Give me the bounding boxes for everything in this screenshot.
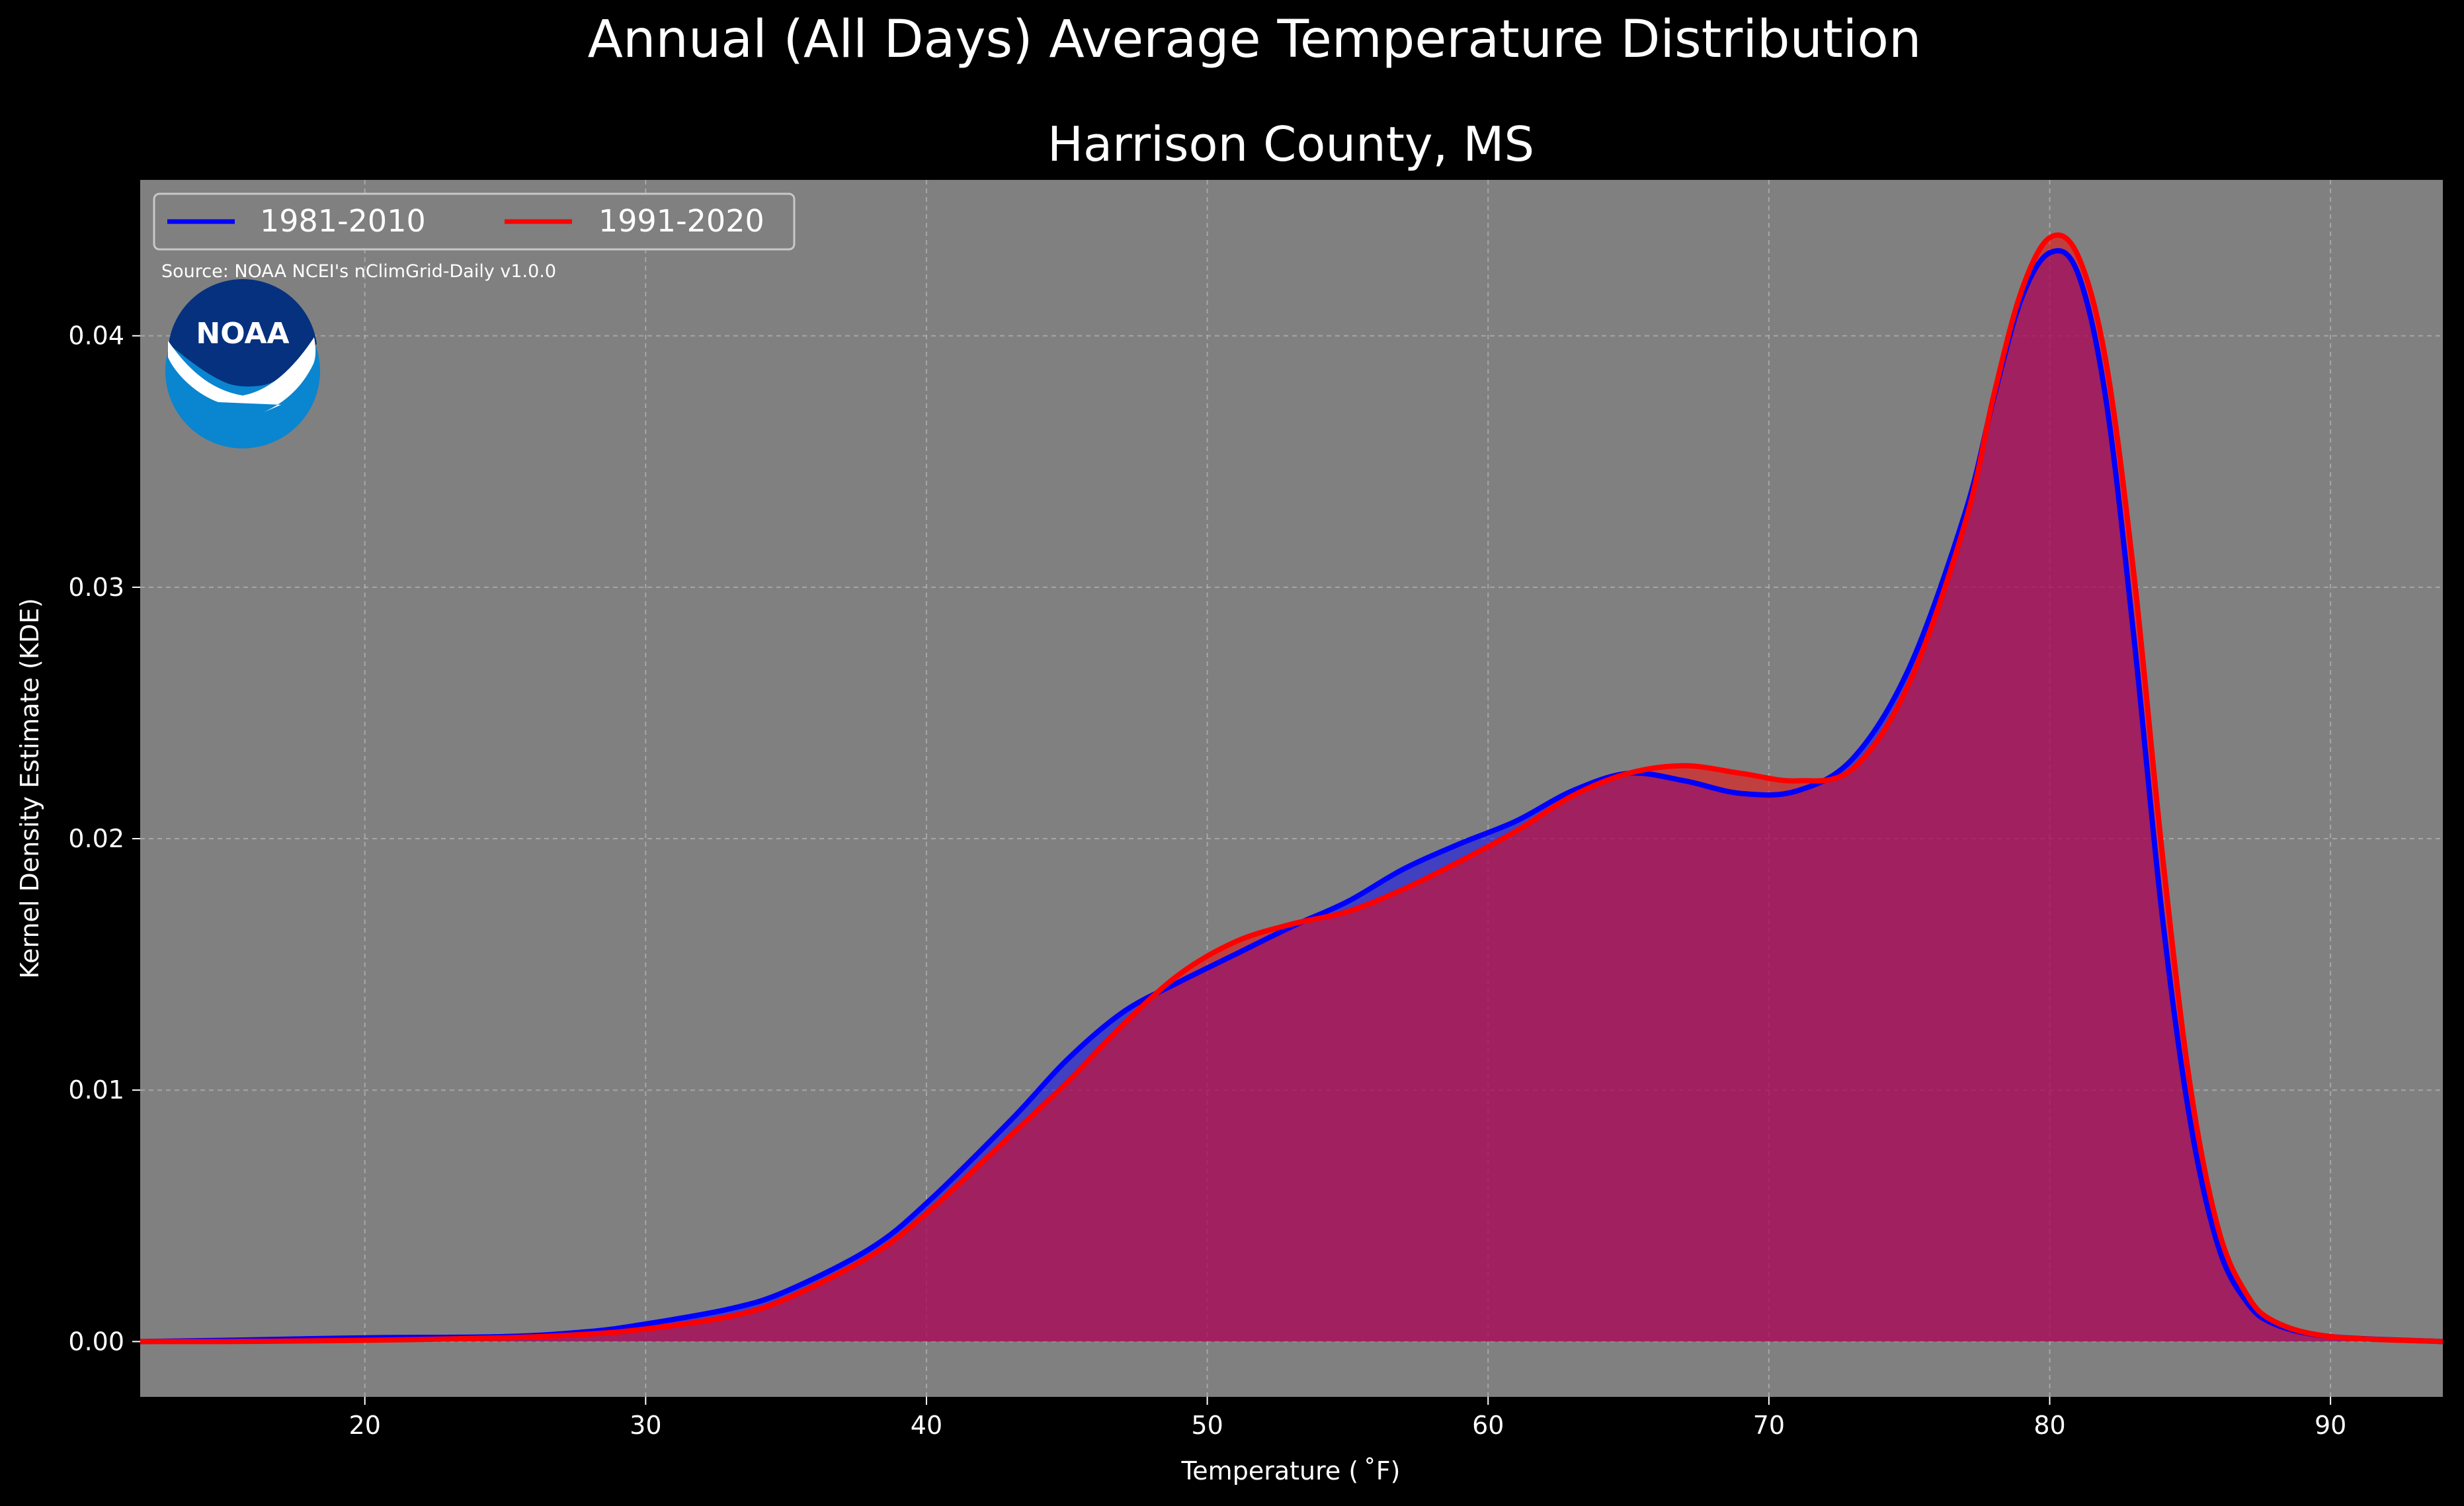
- y-tick-label: 0.04: [68, 321, 124, 351]
- source-note: Source: NOAA NCEI's nClimGrid-Daily v1.0…: [161, 261, 556, 282]
- legend-label-1981-2010: 1981-2010: [260, 203, 426, 239]
- chart-suptitle: Annual (All Days) Average Temperature Di…: [588, 10, 1922, 69]
- noaa-logo-sky: [169, 279, 317, 387]
- x-tick-label: 30: [630, 1411, 661, 1440]
- legend-label-1991-2020: 1991-2020: [598, 203, 764, 239]
- x-tick-label: 40: [911, 1411, 942, 1440]
- x-tick-label: 60: [1472, 1411, 1504, 1440]
- noaa-logo: NOAA: [165, 279, 320, 448]
- chart-title: Harrison County, MS: [1047, 116, 1534, 172]
- legend: 1981-2010 1991-2020: [153, 192, 796, 251]
- line-1991-2020: [140, 232, 2443, 1345]
- y-axis-label: Kernel Density Estimate (KDE): [15, 598, 44, 979]
- legend-box: [153, 192, 796, 251]
- series-areas: [140, 235, 2443, 1342]
- x-tick-label: 50: [1191, 1411, 1223, 1440]
- x-tick-label: 80: [2033, 1411, 2065, 1440]
- y-tick-label: 0.03: [68, 573, 124, 602]
- series-lines: [140, 232, 2443, 1345]
- y-tick-label: 0.01: [68, 1075, 124, 1105]
- area-1991-2020: [140, 235, 2443, 1342]
- axis-ticks: 20 30 40 50 60 70 80 90 0.00 0.01 0.02 0.03 0.04: [68, 321, 2346, 1440]
- noaa-logo-text: NOAA: [196, 317, 289, 351]
- x-axis-label: Temperature ( ˚F): [1181, 1456, 1401, 1485]
- x-tick-label: 90: [2315, 1411, 2346, 1440]
- noaa-logo-gull: [168, 337, 316, 413]
- x-tick-label: 20: [349, 1411, 381, 1440]
- y-tick-label: 0.00: [68, 1327, 124, 1356]
- x-tick-label: 70: [1753, 1411, 1785, 1440]
- y-tick-label: 0.02: [68, 824, 124, 853]
